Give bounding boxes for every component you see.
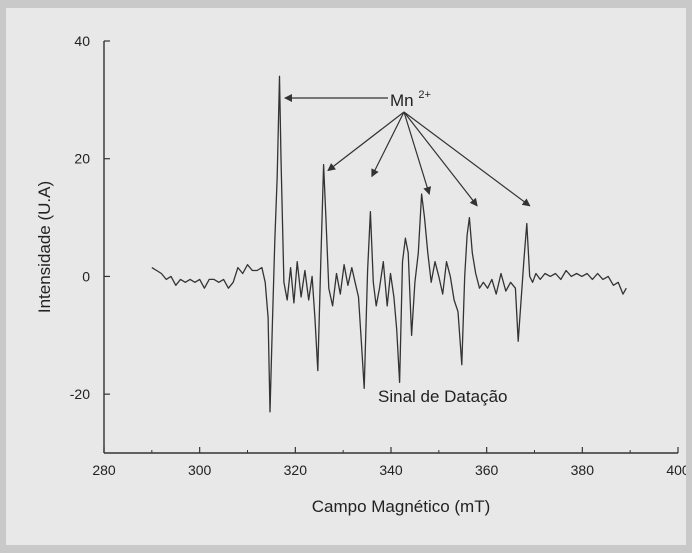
annotation-arrows	[283, 94, 531, 207]
x-axis-title: Campo Magnético (mT)	[312, 497, 491, 516]
x-tick-label: 320	[284, 462, 308, 478]
mn2-arrow	[371, 111, 405, 178]
mn2-annotation: Mn 2+	[390, 89, 431, 110]
x-tick-label: 340	[379, 462, 403, 478]
figure-panel: 280 300 320 340 360 380 400 -20 0 20 40 Intensidad…	[6, 8, 686, 545]
y-tick-label: 40	[74, 33, 90, 49]
x-tick-label: 400	[666, 462, 686, 478]
mn2-annotation-text: Mn	[390, 91, 414, 110]
x-tick-label: 360	[475, 462, 499, 478]
y-tick-label: 0	[82, 268, 90, 284]
mn2-arrow	[403, 111, 531, 207]
x-tick-label: 380	[571, 462, 595, 478]
spectrum-line	[151, 75, 627, 413]
mn2-annotation-superscript: 2+	[418, 89, 431, 101]
y-tick-label: -20	[70, 386, 90, 402]
x-tick-label: 280	[92, 462, 116, 478]
mn2-arrow	[403, 111, 432, 195]
y-tick-label: 20	[74, 151, 90, 167]
x-tick-label: 300	[188, 462, 212, 478]
y-axis-title: Intensidade (U.A)	[35, 181, 54, 313]
mn2-arrow	[403, 111, 478, 207]
dating-signal-annotation: Sinal de Datação	[378, 387, 507, 406]
ticks: 280 300 320 340 360 380 400 -20 0 20 40	[70, 33, 686, 478]
epr-spectrum-chart: 280 300 320 340 360 380 400 -20 0 20 40 Intensidad…	[35, 33, 686, 516]
mn2-arrow	[327, 111, 405, 172]
